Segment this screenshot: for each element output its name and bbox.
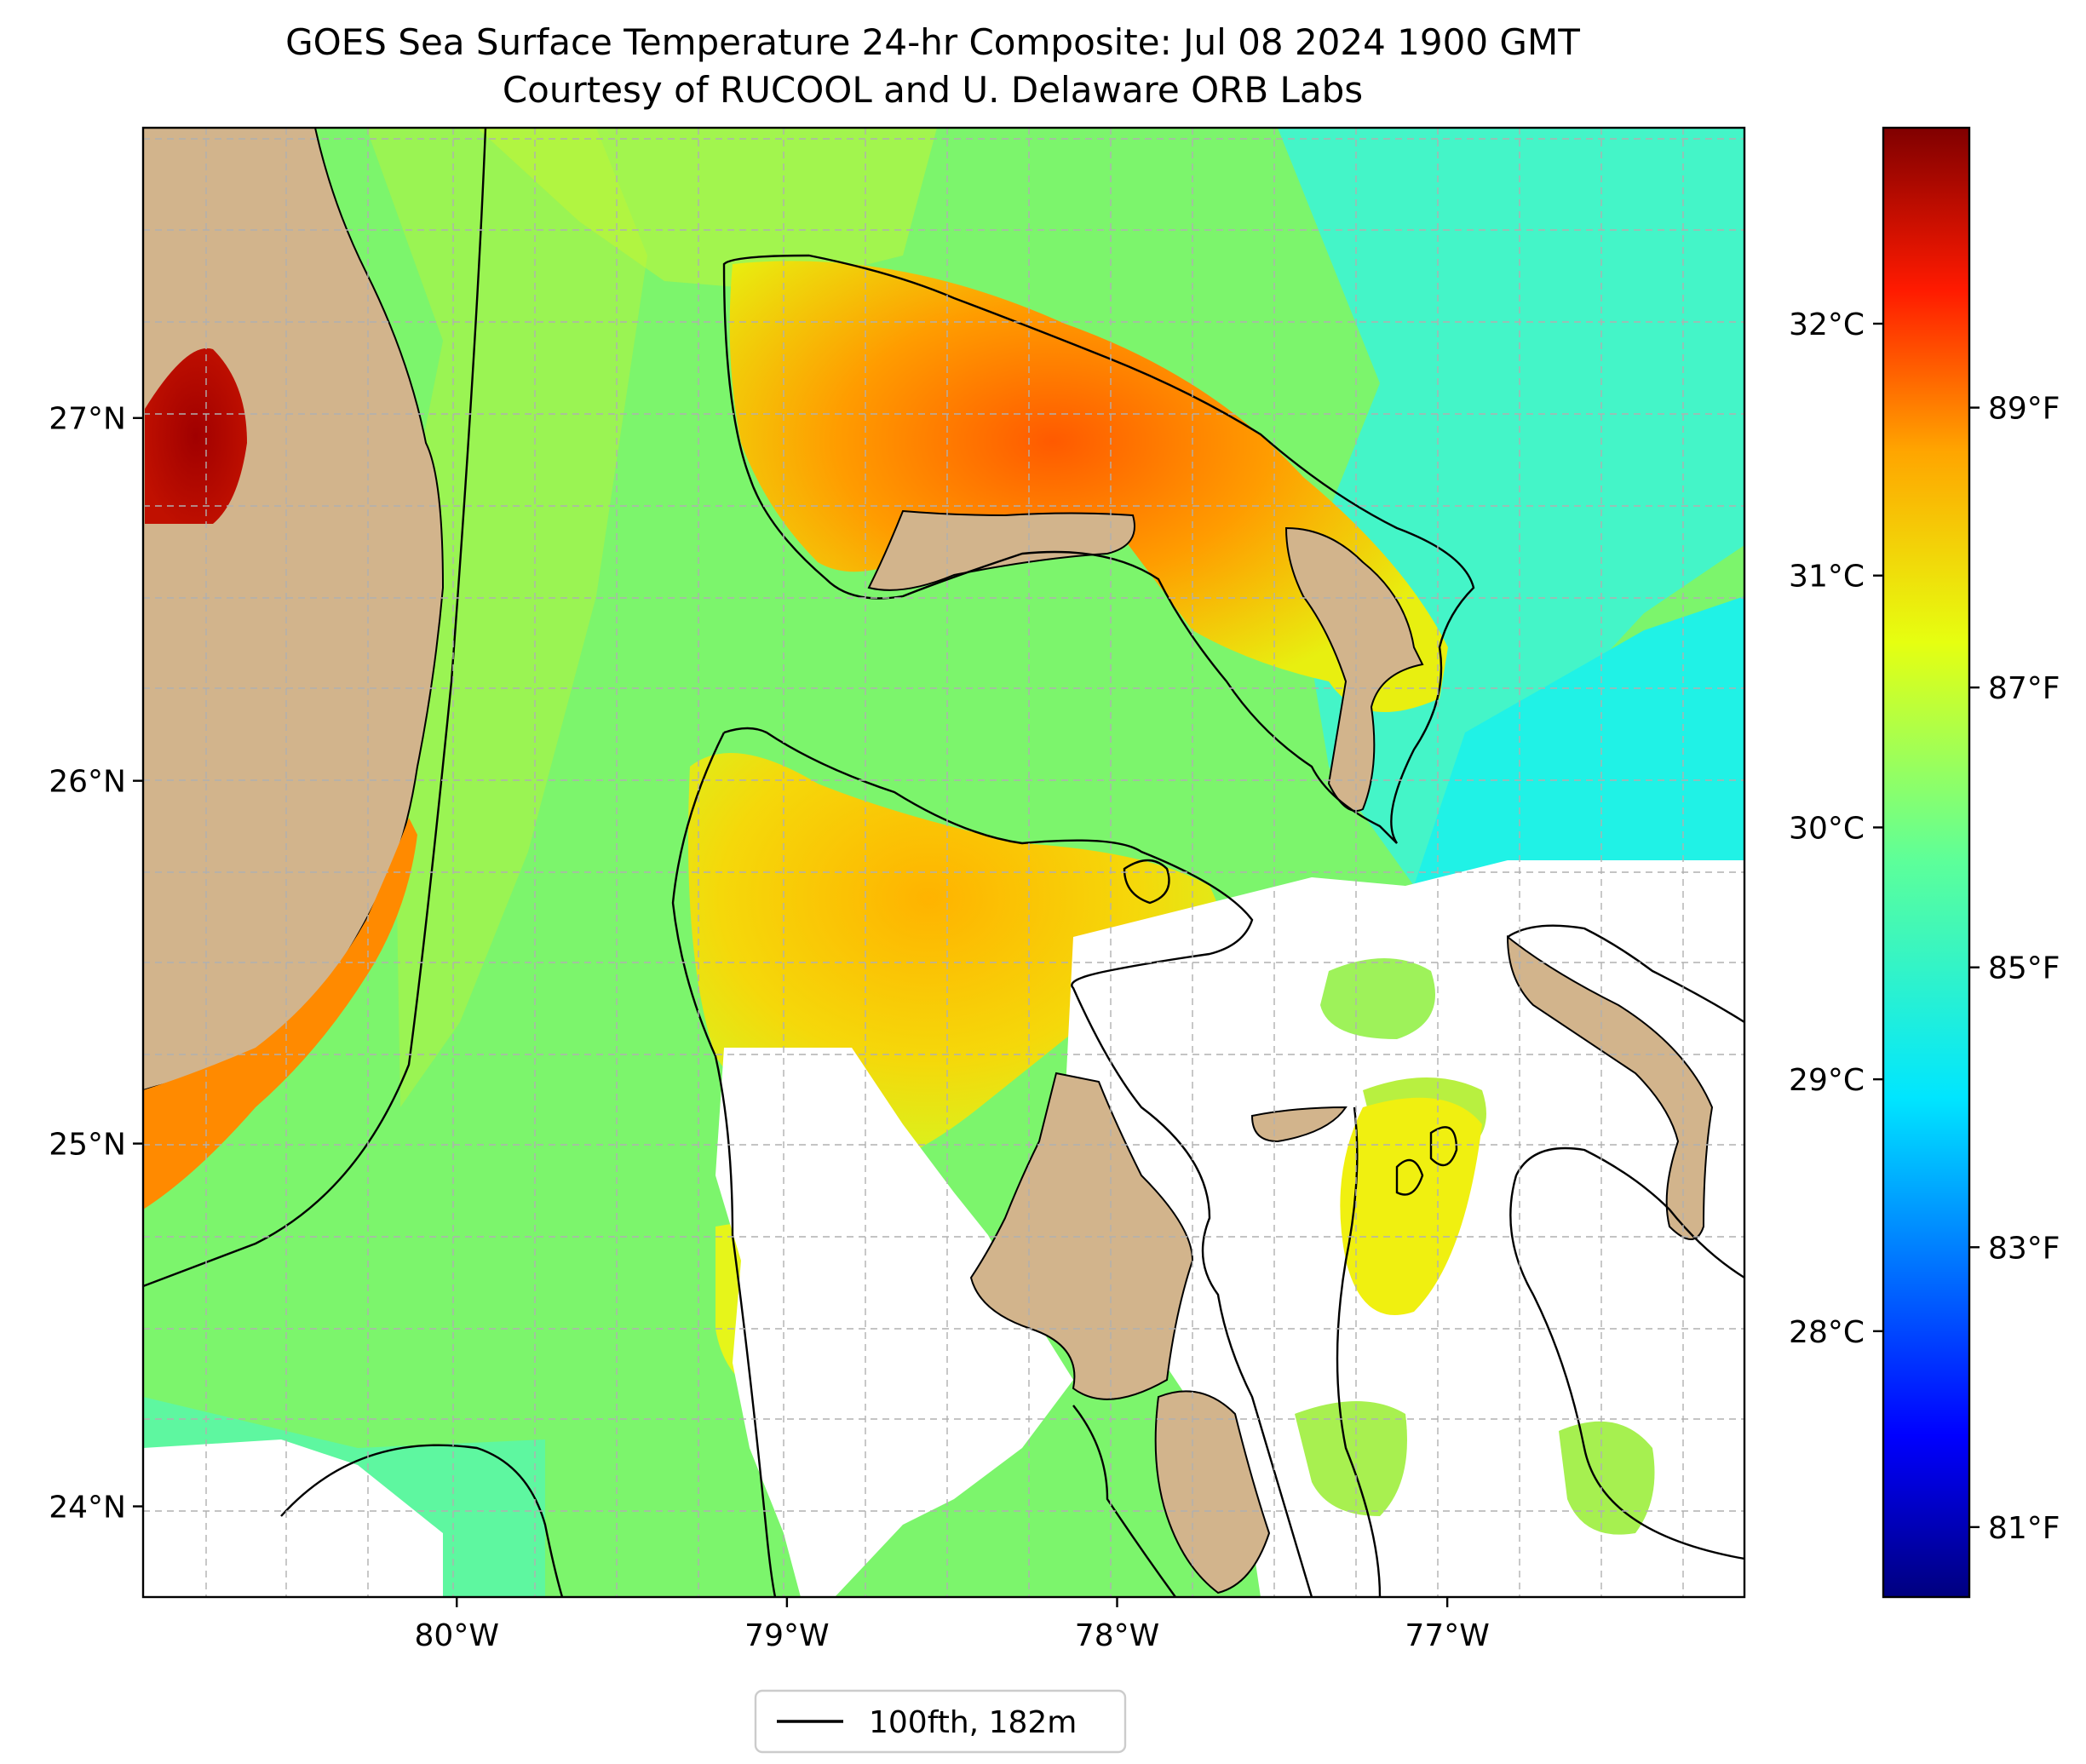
no-data-south xyxy=(715,1048,1073,1597)
isobath-andros-south xyxy=(1072,1405,1176,1597)
celsius-tick-label: 29°C xyxy=(1789,1063,1865,1098)
isobath-patch-1 xyxy=(1429,1126,1458,1167)
sst-patch-1 xyxy=(1320,958,1435,1039)
fahrenheit-tick-label: 85°F xyxy=(1988,951,2060,986)
latitude-axis: 24°N 25°N 26°N 27°N xyxy=(49,402,143,1526)
lat-tick-label: 25°N xyxy=(49,1128,126,1163)
grand-bahama-island xyxy=(867,509,1135,591)
isobath-berry-islands xyxy=(1123,859,1170,905)
sst-patch-3 xyxy=(1340,1097,1482,1315)
isobath-great-bahama-bank-west xyxy=(723,727,1313,1597)
isobath-eleuthera-north xyxy=(1507,924,1744,1024)
legend-label: 100fth, 182m xyxy=(869,1705,1077,1740)
andros-island xyxy=(969,1072,1194,1400)
fahrenheit-tick-label: 87°F xyxy=(1988,671,2060,706)
celsius-tick-label: 31°C xyxy=(1789,560,1865,595)
isobath-exuma-sound xyxy=(1514,1146,1744,1279)
little-bahama-bank-sst xyxy=(729,261,1448,712)
legend: 100fth, 182m xyxy=(754,1689,1127,1754)
isobath-exuma-east xyxy=(1509,1175,1744,1560)
celsius-tick-label: 32°C xyxy=(1789,307,1865,342)
map-panel xyxy=(143,128,1744,1597)
map-title: GOES Sea Surface Temperature 24-hr Compo… xyxy=(285,21,1580,63)
lat-tick-label: 26°N xyxy=(49,765,126,800)
isobath-tongue-west xyxy=(671,732,777,1597)
sst-patch-5 xyxy=(1559,1421,1655,1535)
celsius-tick-label: 28°C xyxy=(1789,1315,1865,1350)
south-andros-island xyxy=(1154,1390,1271,1594)
colorbar: 28°C 29°C 30°C 31°C 32°C 81°F 83°F 85°F 87°F 89°… xyxy=(1789,126,2060,1599)
celsius-tick-label: 30°C xyxy=(1789,811,1865,846)
lon-tick-label: 78°W xyxy=(1075,1618,1159,1653)
lake-okeechobee xyxy=(145,348,247,524)
florida-coast-sst xyxy=(143,818,417,1210)
isobath-cuba-north xyxy=(280,1444,564,1597)
sst-cyan-northeast xyxy=(1414,596,1744,886)
abaco-island xyxy=(1284,526,1424,812)
lat-tick-label: 27°N xyxy=(49,402,126,437)
map-subtitle: Courtesy of RUCOOL and U. Delaware ORB L… xyxy=(503,69,1363,111)
fahrenheit-tick-label: 83°F xyxy=(1988,1231,2060,1266)
isobath-little-bahama-bank xyxy=(722,254,1475,844)
colorbar-fahrenheit-axis: 81°F 83°F 85°F 87°F 89°F xyxy=(1969,392,2060,1546)
lon-tick-label: 80°W xyxy=(415,1618,499,1653)
longitude-axis: 80°W 79°W 78°W 77°W xyxy=(415,1597,1490,1653)
isobath-florida-straits xyxy=(143,128,487,1288)
new-providence-island xyxy=(1250,1106,1348,1143)
sst-warm-streak xyxy=(366,128,647,1107)
lon-tick-label: 79°W xyxy=(744,1618,829,1653)
map-gridlines xyxy=(143,128,1744,1597)
sst-warm-north xyxy=(477,128,937,290)
colorbar-gradient xyxy=(1882,126,1971,1599)
eleuthera-island xyxy=(1506,934,1714,1240)
isobath-patch-2 xyxy=(1395,1158,1424,1196)
lat-tick-label: 24°N xyxy=(49,1491,126,1526)
fahrenheit-tick-label: 89°F xyxy=(1988,392,2060,427)
isobath-contours xyxy=(143,128,1744,1597)
fahrenheit-tick-label: 81°F xyxy=(1988,1511,2060,1546)
colorbar-celsius-axis: 28°C 29°C 30°C 31°C 32°C xyxy=(1789,307,1883,1350)
legend-box xyxy=(754,1689,1127,1754)
lon-tick-label: 77°W xyxy=(1405,1618,1489,1653)
map-frame xyxy=(141,126,1746,1599)
